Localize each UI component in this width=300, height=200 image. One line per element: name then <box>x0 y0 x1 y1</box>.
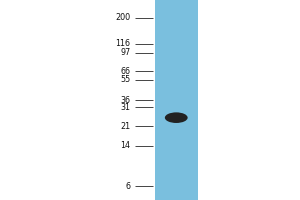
Text: 97: 97 <box>120 48 130 57</box>
Bar <box>154 0 198 200</box>
Text: 6: 6 <box>125 182 130 191</box>
Text: 200: 200 <box>116 13 130 22</box>
Ellipse shape <box>165 112 188 123</box>
Text: 66: 66 <box>121 67 130 76</box>
Text: 21: 21 <box>120 122 130 131</box>
Text: 36: 36 <box>121 96 130 105</box>
Text: 55: 55 <box>120 75 130 84</box>
Text: 116: 116 <box>116 39 130 48</box>
Text: 14: 14 <box>121 141 130 150</box>
Text: 31: 31 <box>121 103 130 112</box>
